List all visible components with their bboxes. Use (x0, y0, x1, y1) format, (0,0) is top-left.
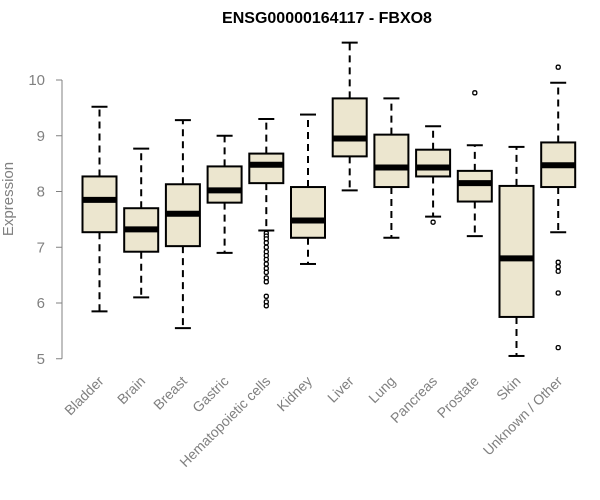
y-tick-label: 9 (37, 128, 45, 145)
y-tick-label: 5 (37, 351, 45, 368)
outlier-point (263, 261, 269, 267)
iqr-box (248, 152, 285, 185)
x-tick-label: Lung (365, 373, 398, 406)
outlier-point (555, 64, 561, 70)
chart-title: ENSG00000164117 - FBXO8 (222, 10, 432, 27)
iqr-box (81, 175, 118, 234)
x-tick-label: Unknown / Other (480, 373, 566, 459)
outlier-point (263, 269, 269, 275)
iqr-box (290, 186, 326, 239)
outlier-point (555, 290, 561, 296)
outlier-point (263, 240, 269, 246)
box-group (498, 145, 535, 357)
x-tick-label: Skin (493, 373, 524, 404)
x-tick-label: Liver (324, 373, 357, 406)
box-group (540, 64, 577, 351)
box-group (81, 105, 118, 313)
y-tick-label: 7 (37, 239, 45, 256)
outlier-point (555, 268, 561, 274)
outlier-point (555, 344, 561, 351)
iqr-box (373, 133, 410, 189)
box-group (123, 147, 160, 299)
box-group (248, 118, 285, 309)
iqr-box (415, 148, 452, 178)
outlier-point (472, 90, 478, 96)
y-tick-label: 8 (37, 184, 45, 201)
box-group (331, 41, 368, 192)
outlier-point (263, 303, 269, 309)
x-tick-label: Prostate (434, 373, 482, 421)
box-group (164, 119, 201, 330)
iqr-box (456, 169, 493, 203)
x-tick-label: Kidney (274, 373, 316, 415)
box-group (206, 134, 243, 254)
x-tick-label: Bladder (61, 373, 107, 419)
y-axis-label: Expression (0, 162, 17, 236)
box-group (456, 90, 493, 238)
box-group (415, 125, 452, 225)
x-tick-label: Breast (150, 373, 190, 413)
y-axis: 5 6 7 8 9 10 (28, 72, 63, 368)
iqr-box (206, 165, 243, 204)
outlier-point (263, 279, 269, 285)
iqr-box (331, 97, 368, 158)
y-tick-label: 6 (37, 295, 45, 312)
outlier-point (263, 244, 269, 250)
box-group (290, 113, 326, 265)
box-group (373, 97, 410, 239)
outlier-point (263, 256, 269, 263)
iqr-box (498, 184, 535, 318)
boxes-layer (81, 41, 577, 357)
x-tick-label: Brain (114, 373, 148, 407)
outlier-point (555, 259, 561, 265)
outlier-point (555, 264, 561, 270)
outlier-point (430, 219, 436, 225)
outlier-point (263, 293, 269, 299)
y-tick-label: 10 (28, 72, 45, 89)
